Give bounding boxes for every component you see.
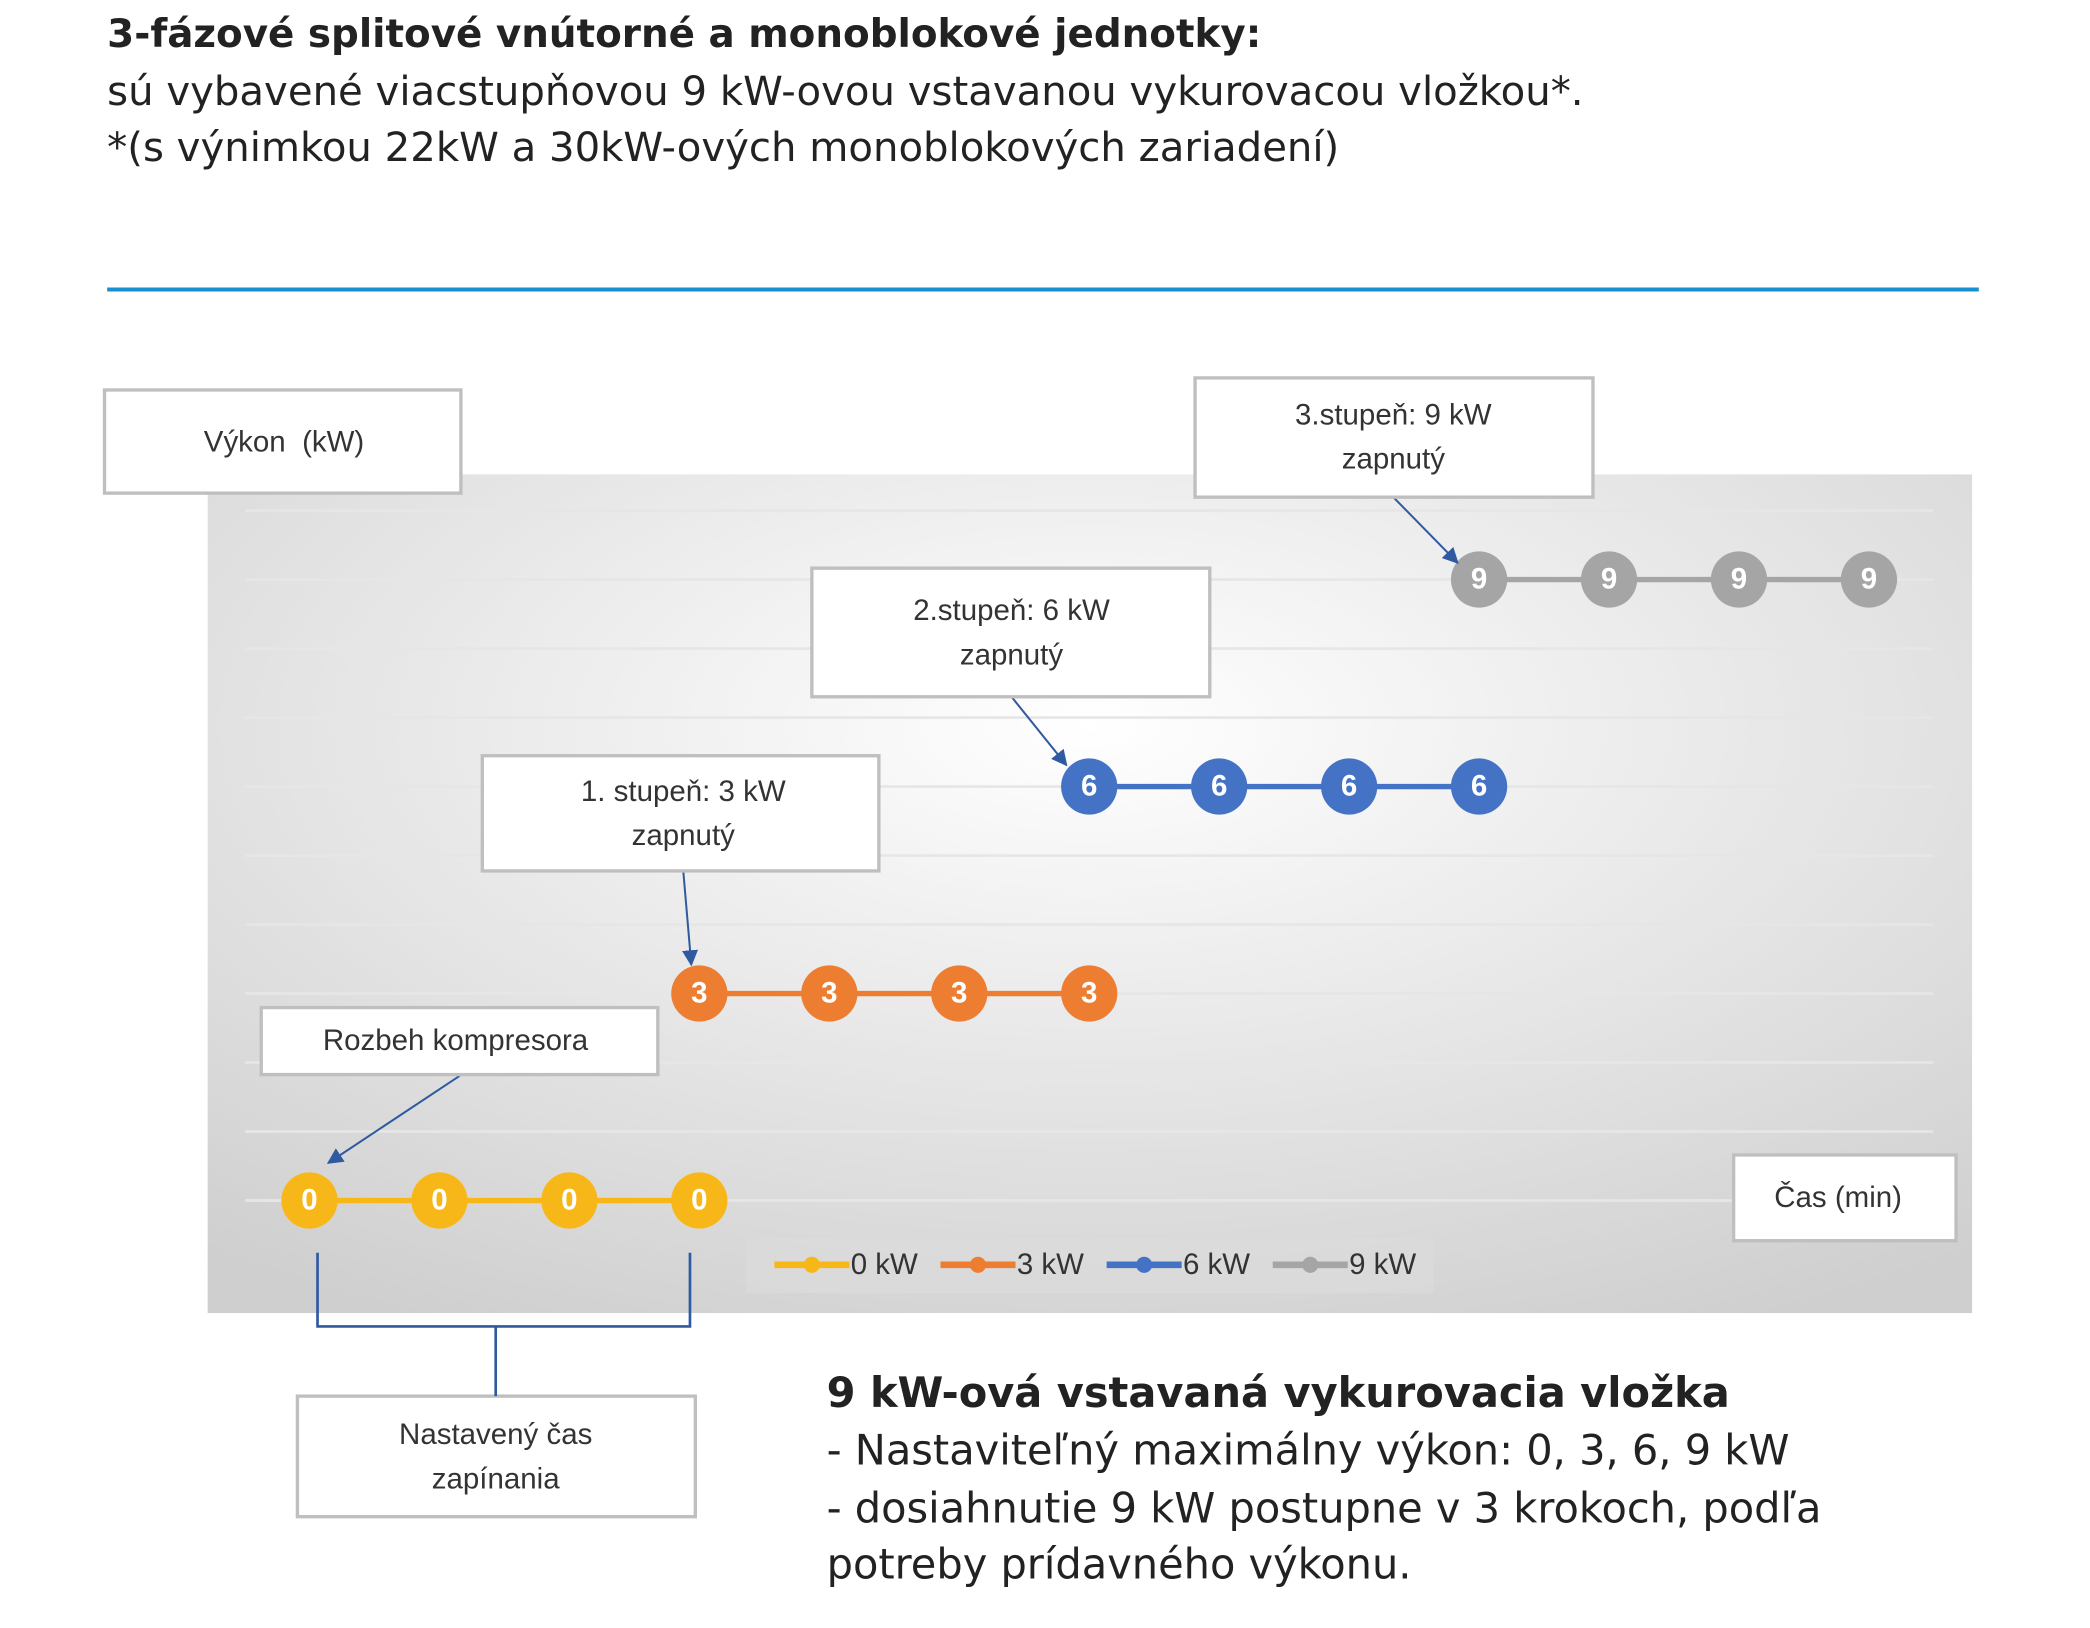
bracket [316,1252,692,1397]
legend-label: 0 kW [851,1248,918,1281]
legend-swatch [1302,1256,1319,1273]
legend-label: 3 kW [1017,1248,1084,1281]
callout-text: zapnutý [960,638,1063,671]
data-label: 3 [951,977,967,1010]
footer-line: - Nastaviteľný maximálny výkon: 0, 3, 6,… [827,1426,1790,1475]
callout-arrow [682,870,699,967]
legend-label: 6 kW [1183,1248,1250,1281]
callout-arrow [1392,496,1459,564]
data-label: 0 [561,1184,577,1217]
callout-arrow [326,1075,461,1164]
data-label: 3 [1081,977,1097,1010]
callout-box [810,566,1212,699]
subtitle: *(s výnimkou 22kW a 30kW-ových monobloko… [107,125,1339,171]
title: 3-fázové splitové vnútorné a monoblokové… [107,12,1261,57]
callout-box [295,1394,698,1519]
data-label: 3 [821,977,837,1010]
data-point [1450,551,1508,608]
callout-box [259,1005,660,1077]
callout-box [1193,376,1595,499]
data-point [1450,758,1508,815]
footer-line: potreby prídavného výkonu. [827,1540,1412,1589]
data-point [1710,551,1768,608]
axis-label-box [1731,1153,1958,1243]
footer-title: 9 kW-ová vstavaná vykurovacia vložka [827,1368,1730,1417]
data-point [1061,965,1118,1022]
axis-label-box [102,388,463,495]
legend-swatch [969,1256,987,1273]
data-label: 6 [1211,770,1227,803]
data-point [281,1172,338,1229]
data-label: 6 [1341,770,1357,803]
legend-label: 9 kW [1349,1248,1416,1281]
data-label: 9 [1861,563,1877,596]
data-point [1840,551,1898,608]
callout-text: 3.stupeň: 9 kW [1295,399,1492,432]
data-point [411,1172,468,1229]
legend-swatch [1136,1256,1153,1273]
callout-text: Rozbeh kompresora [323,1024,589,1057]
x-axis-label: Čas (min) [1774,1180,1902,1214]
callout-box [480,754,881,873]
data-label: 6 [1471,770,1487,803]
data-label: 9 [1731,563,1747,596]
data-point [541,1172,598,1229]
data-label: 0 [691,1184,707,1217]
y-axis-label: Výkon (kW) [204,425,364,458]
data-label: 0 [301,1184,317,1217]
callout-text: 2.stupeň: 6 kW [913,594,1110,627]
callout-text: zapnutý [1342,443,1445,476]
data-point [1320,758,1378,815]
legend-swatch [803,1256,820,1273]
callout-arrow [1010,696,1068,767]
data-point [931,965,988,1022]
data-label: 9 [1601,563,1617,596]
subtitle: sú vybavené viacstupňovou 9 kW-ovou vsta… [107,69,1583,115]
callout-text: Nastavený čas [399,1418,592,1451]
data-label: 0 [431,1184,447,1217]
data-label: 6 [1081,770,1097,803]
data-label: 9 [1471,563,1487,596]
data-point [1580,551,1638,608]
data-point [801,965,858,1022]
callout-text: zapnutý [632,819,735,852]
callout-text: zapínania [432,1462,560,1495]
data-point [1191,758,1248,815]
data-point [671,965,728,1022]
data-label: 3 [691,977,707,1010]
data-point [1061,758,1118,815]
callout-text: 1. stupeň: 3 kW [581,775,786,808]
data-point [671,1172,728,1229]
footer-line: - dosiahnutie 9 kW postupne v 3 krokoch,… [827,1483,1822,1532]
